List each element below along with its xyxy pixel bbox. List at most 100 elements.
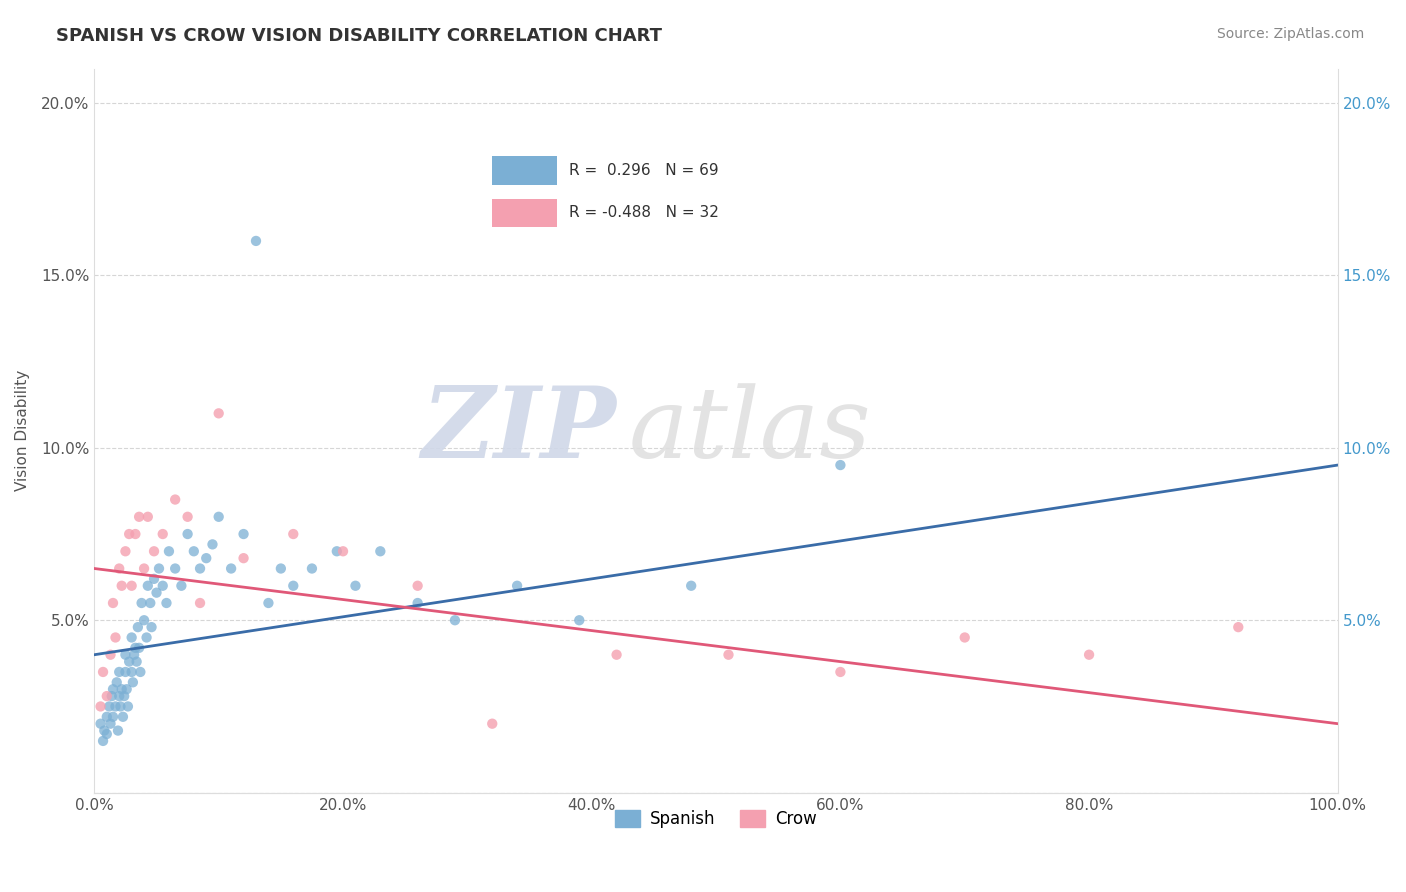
Point bbox=[101, 710, 124, 724]
Point bbox=[111, 579, 134, 593]
Point bbox=[232, 527, 254, 541]
Point bbox=[90, 716, 112, 731]
Point bbox=[132, 561, 155, 575]
Point bbox=[283, 527, 305, 541]
Point bbox=[108, 689, 131, 703]
Point bbox=[208, 406, 231, 420]
Point bbox=[114, 544, 136, 558]
Point bbox=[143, 544, 166, 558]
Point bbox=[107, 723, 129, 738]
Text: SPANISH VS CROW VISION DISABILITY CORRELATION CHART: SPANISH VS CROW VISION DISABILITY CORREL… bbox=[56, 27, 662, 45]
Point bbox=[141, 620, 163, 634]
Point bbox=[121, 665, 143, 679]
Point bbox=[143, 572, 166, 586]
Point bbox=[245, 234, 267, 248]
Point bbox=[152, 579, 174, 593]
Point bbox=[132, 613, 155, 627]
Point bbox=[101, 596, 124, 610]
Point bbox=[91, 665, 114, 679]
Point bbox=[232, 551, 254, 566]
Point bbox=[117, 699, 139, 714]
Point bbox=[118, 527, 141, 541]
Point bbox=[124, 640, 146, 655]
Point bbox=[344, 579, 367, 593]
Point bbox=[108, 561, 131, 575]
Point bbox=[93, 723, 115, 738]
Point bbox=[145, 585, 167, 599]
Point bbox=[283, 579, 305, 593]
Point bbox=[114, 665, 136, 679]
Point bbox=[125, 655, 148, 669]
Point bbox=[128, 640, 150, 655]
Point bbox=[165, 492, 187, 507]
Point bbox=[118, 655, 141, 669]
Point bbox=[481, 716, 503, 731]
Point bbox=[444, 613, 467, 627]
Point bbox=[135, 631, 157, 645]
Point bbox=[96, 727, 118, 741]
Point bbox=[406, 579, 429, 593]
Point bbox=[155, 596, 177, 610]
Point bbox=[131, 596, 153, 610]
Point bbox=[332, 544, 354, 558]
Point bbox=[370, 544, 392, 558]
Point bbox=[176, 509, 198, 524]
Point bbox=[96, 689, 118, 703]
Point bbox=[122, 648, 145, 662]
Point bbox=[152, 527, 174, 541]
Point bbox=[1078, 648, 1101, 662]
Point bbox=[129, 665, 152, 679]
Point bbox=[136, 579, 159, 593]
Point bbox=[1227, 620, 1250, 634]
Point bbox=[128, 509, 150, 524]
Point bbox=[183, 544, 205, 558]
Point bbox=[568, 613, 591, 627]
Point bbox=[157, 544, 180, 558]
Point bbox=[136, 509, 159, 524]
Point bbox=[188, 561, 211, 575]
Point bbox=[195, 551, 218, 566]
Point bbox=[124, 527, 146, 541]
Point bbox=[90, 699, 112, 714]
Point bbox=[108, 665, 131, 679]
Point bbox=[115, 682, 138, 697]
Point bbox=[208, 509, 231, 524]
Text: Source: ZipAtlas.com: Source: ZipAtlas.com bbox=[1216, 27, 1364, 41]
Point bbox=[111, 682, 134, 697]
Point bbox=[270, 561, 292, 575]
Point bbox=[111, 710, 134, 724]
Point bbox=[101, 682, 124, 697]
Text: atlas: atlas bbox=[628, 383, 872, 478]
Point bbox=[219, 561, 242, 575]
Point bbox=[104, 631, 127, 645]
Point bbox=[105, 675, 128, 690]
Point bbox=[148, 561, 170, 575]
Point bbox=[100, 689, 122, 703]
Point bbox=[176, 527, 198, 541]
Legend: Spanish, Crow: Spanish, Crow bbox=[609, 804, 824, 835]
Point bbox=[122, 675, 145, 690]
Point bbox=[100, 716, 122, 731]
Point bbox=[326, 544, 349, 558]
Point bbox=[127, 620, 149, 634]
Point bbox=[96, 710, 118, 724]
Point bbox=[188, 596, 211, 610]
Point bbox=[165, 561, 187, 575]
Point bbox=[506, 579, 529, 593]
Point bbox=[830, 458, 852, 472]
Point bbox=[110, 699, 132, 714]
Text: ZIP: ZIP bbox=[422, 383, 617, 479]
Point bbox=[953, 631, 976, 645]
Point bbox=[112, 689, 135, 703]
Point bbox=[830, 665, 852, 679]
Point bbox=[606, 648, 628, 662]
Point bbox=[121, 579, 143, 593]
Point bbox=[201, 537, 224, 551]
Point bbox=[100, 648, 122, 662]
Point bbox=[98, 699, 121, 714]
Point bbox=[114, 648, 136, 662]
Point bbox=[170, 579, 193, 593]
Point bbox=[104, 699, 127, 714]
Point bbox=[257, 596, 280, 610]
Point bbox=[301, 561, 323, 575]
